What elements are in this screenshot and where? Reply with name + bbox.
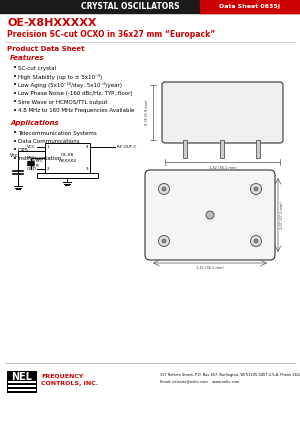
Text: VCC: VCC: [27, 145, 36, 149]
Text: NEL: NEL: [11, 372, 32, 382]
Bar: [256, 140, 260, 158]
Text: •: •: [13, 99, 17, 105]
Text: Precision SC-cut OCXO in 36x27 mm “Europack”: Precision SC-cut OCXO in 36x27 mm “Europ…: [7, 29, 215, 39]
Text: 1.07 (27.2 mm): 1.07 (27.2 mm): [280, 201, 284, 229]
Text: Applications: Applications: [10, 120, 58, 126]
Circle shape: [162, 239, 166, 243]
Text: 1.42 (36.1 mm): 1.42 (36.1 mm): [196, 266, 224, 270]
Text: Email: nelsales@neltc.com    www.neltc.com: Email: nelsales@neltc.com www.neltc.com: [160, 379, 239, 383]
Text: OE-X8HXXXXX: OE-X8HXXXXX: [7, 18, 97, 28]
Text: HXXXXX: HXXXXX: [58, 159, 76, 163]
Text: •: •: [13, 65, 17, 71]
Bar: [8, 380, 36, 383]
Text: EFC: EFC: [27, 156, 35, 160]
Circle shape: [158, 235, 169, 246]
Text: Instrumentation: Instrumentation: [18, 156, 62, 161]
Bar: [8, 385, 36, 387]
Text: 4.8 MHz to 160 MHz Frequencies Available: 4.8 MHz to 160 MHz Frequencies Available: [18, 108, 134, 113]
Text: 2: 2: [47, 167, 50, 171]
Text: GPS: GPS: [18, 147, 29, 153]
Text: CRYSTAL OSCILLATORS: CRYSTAL OSCILLATORS: [81, 2, 179, 11]
Text: Data Sheet 0635J: Data Sheet 0635J: [219, 4, 280, 9]
Text: •: •: [13, 147, 17, 153]
Text: High Stability (up to ± 5x10⁻⁹): High Stability (up to ± 5x10⁻⁹): [18, 74, 102, 79]
Bar: [183, 140, 187, 158]
Text: Telecommunication Systems: Telecommunication Systems: [18, 130, 97, 136]
Bar: [7, 371, 37, 393]
Text: SC-cut crystal: SC-cut crystal: [18, 65, 56, 71]
Text: Data Communications: Data Communications: [18, 139, 80, 144]
Text: •: •: [13, 82, 17, 88]
Text: Low Phase Noise (-160 dBc/Hz, TYP, floor): Low Phase Noise (-160 dBc/Hz, TYP, floor…: [18, 91, 133, 96]
Bar: [45, 143, 90, 173]
Text: GND: GND: [27, 167, 37, 171]
FancyBboxPatch shape: [162, 82, 283, 143]
Text: 0.35 (8.9 mm): 0.35 (8.9 mm): [145, 100, 149, 125]
Text: •: •: [13, 91, 17, 96]
Text: Vcc: Vcc: [10, 153, 19, 158]
Circle shape: [250, 235, 262, 246]
Circle shape: [162, 187, 166, 191]
Bar: [8, 388, 36, 391]
Text: 4: 4: [85, 145, 88, 149]
Text: 3: 3: [85, 167, 88, 171]
Circle shape: [250, 184, 262, 195]
Text: FREQUENCY: FREQUENCY: [41, 374, 83, 379]
Text: OE-X8: OE-X8: [61, 153, 74, 157]
Text: •: •: [13, 156, 17, 162]
Text: 1.42 (36.1 mm): 1.42 (36.1 mm): [208, 166, 236, 170]
Circle shape: [206, 211, 214, 219]
Circle shape: [254, 187, 258, 191]
Text: •: •: [13, 108, 17, 113]
Text: CONTROLS, INC.: CONTROLS, INC.: [41, 380, 98, 385]
Text: Product Data Sheet: Product Data Sheet: [7, 46, 85, 52]
Circle shape: [254, 239, 258, 243]
Text: Sine Wave or HCMOS/TTL output: Sine Wave or HCMOS/TTL output: [18, 99, 107, 105]
Bar: [220, 140, 224, 158]
Text: EFC
R: EFC R: [36, 159, 44, 168]
Bar: [0, 0, 300, 13]
Bar: [200, 0, 300, 13]
Text: •: •: [13, 74, 17, 79]
Text: 337 Reform Street, P.O. Box 457, Burlington, WI 53105-0457 U.S.A. Phone 262/763-: 337 Reform Street, P.O. Box 457, Burling…: [160, 373, 300, 377]
Text: Features: Features: [10, 55, 44, 61]
Text: RF OUT C: RF OUT C: [117, 145, 136, 149]
Text: Low Aging (5x10⁻¹⁰/day, 5x10⁻⁸/year): Low Aging (5x10⁻¹⁰/day, 5x10⁻⁸/year): [18, 82, 122, 88]
FancyBboxPatch shape: [145, 170, 275, 260]
Circle shape: [158, 184, 169, 195]
Text: 1: 1: [47, 145, 50, 149]
Text: •: •: [13, 139, 17, 145]
Text: •: •: [13, 130, 17, 136]
